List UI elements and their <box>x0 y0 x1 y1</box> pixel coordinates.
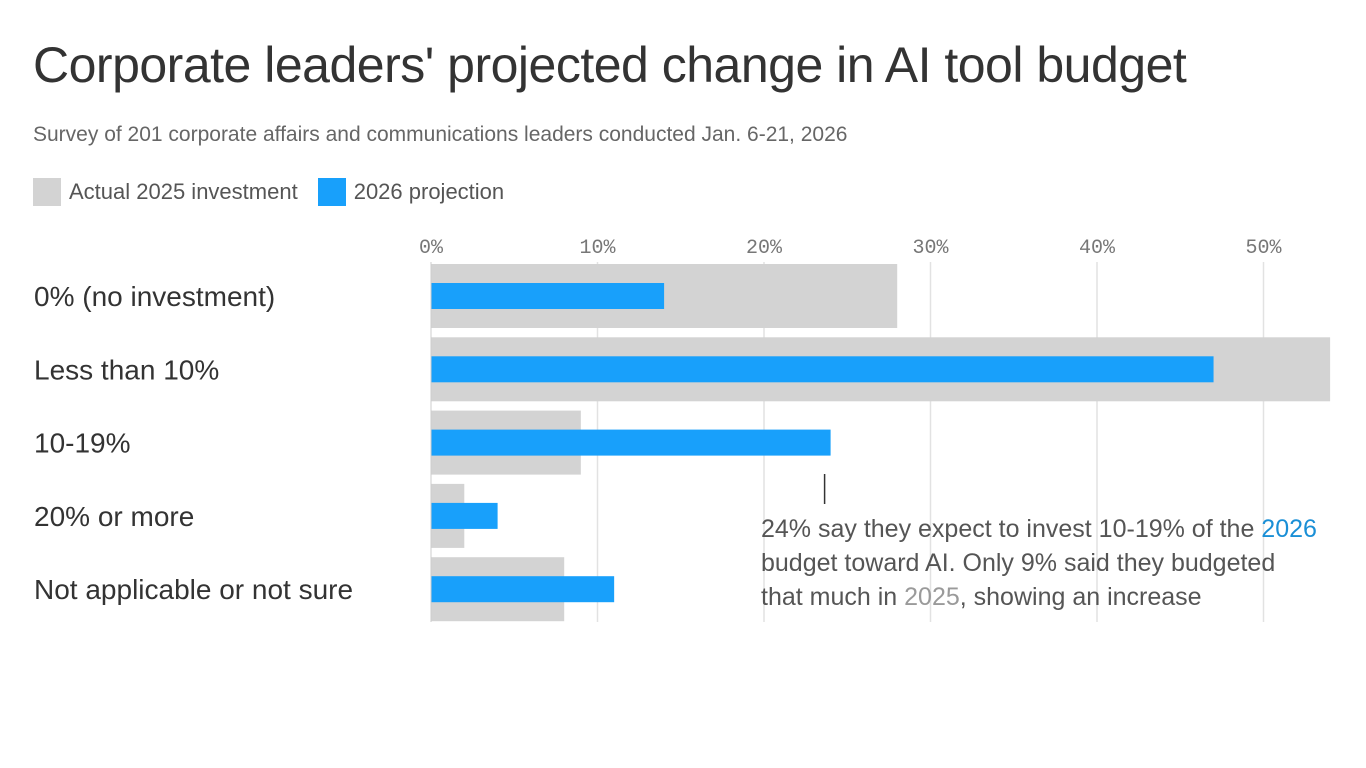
x-tick-label-0: 0% <box>419 237 444 260</box>
annotation-text-1: 24% say they expect to invest 10-19% of … <box>761 515 1262 543</box>
x-tick-label-30: 30% <box>912 237 949 260</box>
legend: Actual 2025 investment 2026 projection <box>33 178 524 206</box>
annotation-highlight-2025: 2025 <box>904 583 960 611</box>
category-label-3: 20% or more <box>34 501 194 532</box>
category-label-4: Not applicable or not sure <box>34 574 353 605</box>
annotation-highlight-2026: 2026 <box>1261 515 1317 543</box>
chart-title: Corporate leaders' projected change in A… <box>33 37 1187 93</box>
bar-2026-2 <box>431 429 831 456</box>
legend-swatch-2025 <box>33 178 61 206</box>
bar-2026-1 <box>431 356 1214 383</box>
x-tick-label-20: 20% <box>746 237 783 260</box>
category-label-1: Less than 10% <box>34 354 219 385</box>
x-tick-label-40: 40% <box>1079 237 1116 260</box>
x-tick-label-50: 50% <box>1245 237 1282 260</box>
legend-swatch-2026 <box>317 178 346 206</box>
chart-subtitle: Survey of 201 corporate affairs and comm… <box>33 123 848 146</box>
legend-label-2025: Actual 2025 investment <box>69 179 298 204</box>
annotation-text-3: , showing an increase <box>959 583 1202 611</box>
chart-annotation: 24% say they expect to invest 10-19% of … <box>761 512 1321 614</box>
category-label-2: 10-19% <box>34 428 131 459</box>
bar-2026-4 <box>431 576 615 603</box>
x-tick-label-10: 10% <box>579 237 616 260</box>
legend-item-2025: Actual 2025 investment <box>33 178 298 206</box>
annotation-text-2: budget toward AI. Only 9% said they budg… <box>761 549 1276 611</box>
category-label-0: 0% (no investment) <box>34 281 275 312</box>
bar-2026-3 <box>431 502 498 529</box>
legend-item-2026: 2026 projection <box>317 178 505 206</box>
bar-2026-0 <box>431 283 665 309</box>
legend-label-2026: 2026 projection <box>353 179 505 204</box>
